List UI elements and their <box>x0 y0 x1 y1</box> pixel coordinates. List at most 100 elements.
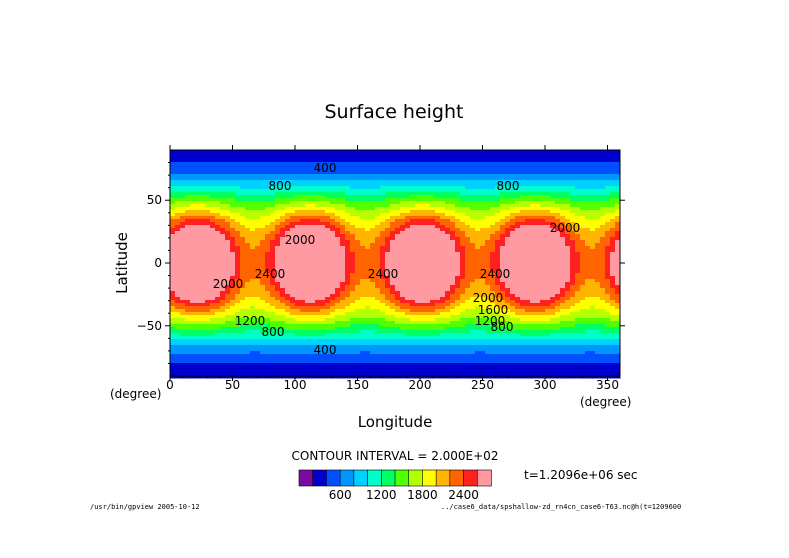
contour-cell <box>325 288 331 292</box>
contour-cell <box>325 261 331 265</box>
contour-cell <box>450 219 456 223</box>
contour-cell <box>235 213 241 217</box>
contour-cell <box>480 309 486 313</box>
contour-cell <box>365 279 371 283</box>
contour-cell <box>230 249 236 253</box>
contour-cell <box>590 261 596 265</box>
contour-cell <box>495 159 501 163</box>
contour-cell <box>510 237 516 241</box>
contour-cell <box>555 306 561 310</box>
contour-cell <box>170 276 176 280</box>
contour-cell <box>170 153 176 157</box>
contour-cell <box>275 291 281 295</box>
contour-cell <box>545 168 551 172</box>
contour-cell <box>485 159 491 163</box>
contour-cell <box>270 219 276 223</box>
contour-cell <box>565 270 571 274</box>
contour-cell <box>255 165 261 169</box>
contour-cell <box>280 261 286 265</box>
contour-cell <box>565 255 571 259</box>
contour-cell <box>535 285 541 289</box>
contour-cell <box>505 252 511 256</box>
contour-cell <box>180 210 186 214</box>
contour-cell <box>320 273 326 277</box>
contour-cell <box>485 186 491 190</box>
contour-cell <box>355 165 361 169</box>
contour-cell <box>515 246 521 250</box>
contour-cell <box>360 297 366 301</box>
contour-cell <box>470 216 476 220</box>
contour-cell <box>255 174 261 178</box>
contour-cell <box>405 246 411 250</box>
contour-cell <box>285 156 291 160</box>
contour-cell <box>175 264 181 268</box>
contour-cell <box>320 267 326 271</box>
contour-cell <box>185 204 191 208</box>
contour-cell <box>420 150 426 154</box>
contour-cell <box>545 312 551 316</box>
contour-cell <box>410 273 416 277</box>
contour-cell <box>590 231 596 235</box>
contour-cell <box>485 276 491 280</box>
contour-cell <box>320 228 326 232</box>
contour-cell <box>355 201 361 205</box>
contour-cell <box>335 171 341 175</box>
contour-cell <box>355 177 361 181</box>
contour-cell <box>380 189 386 193</box>
contour-cell <box>340 240 346 244</box>
contour-cell <box>260 168 266 172</box>
contour-cell <box>250 285 256 289</box>
contour-cell <box>345 192 351 196</box>
contour-cell <box>185 150 191 154</box>
contour-cell <box>455 231 461 235</box>
contour-cell <box>580 183 586 187</box>
contour-cell <box>430 303 436 307</box>
contour-cell <box>540 285 546 289</box>
contour-cell <box>285 195 291 199</box>
contour-cell <box>475 183 481 187</box>
contour-cell <box>240 165 246 169</box>
contour-cell <box>185 267 191 271</box>
contour-cell <box>495 180 501 184</box>
contour-cell <box>350 189 356 193</box>
contour-cell <box>535 213 541 217</box>
contour-cell <box>425 306 431 310</box>
contour-cell <box>555 162 561 166</box>
contour-cell <box>235 150 241 154</box>
contour-cell <box>555 261 561 265</box>
contour-cell <box>515 252 521 256</box>
contour-cell <box>565 183 571 187</box>
contour-cell <box>385 261 391 265</box>
contour-cell <box>485 162 491 166</box>
contour-cell <box>545 249 551 253</box>
contour-cell <box>595 153 601 157</box>
contour-cell <box>510 261 516 265</box>
contour-cell <box>225 150 231 154</box>
contour-cell <box>195 291 201 295</box>
contour-cell <box>470 183 476 187</box>
contour-cell <box>370 279 376 283</box>
contour-cell <box>450 201 456 205</box>
contour-cell <box>570 300 576 304</box>
contour-cell <box>195 315 201 319</box>
contour-cell <box>545 225 551 229</box>
contour-cell <box>475 279 481 283</box>
contour-cell <box>575 252 581 256</box>
contour-cell <box>390 216 396 220</box>
contour-cell <box>495 237 501 241</box>
contour-cell <box>510 192 516 196</box>
contour-cell <box>370 159 376 163</box>
contour-cell <box>570 186 576 190</box>
contour-cell <box>380 300 386 304</box>
contour-cell <box>375 282 381 286</box>
contour-cell <box>615 222 621 226</box>
contour-cell <box>560 234 566 238</box>
contour-cell <box>495 312 501 316</box>
contour-cell <box>585 255 591 259</box>
contour-cell <box>560 204 566 208</box>
contour-cell <box>310 198 316 202</box>
contour-cell <box>345 285 351 289</box>
contour-cell <box>200 180 206 184</box>
contour-cell <box>360 267 366 271</box>
contour-cell <box>265 285 271 289</box>
